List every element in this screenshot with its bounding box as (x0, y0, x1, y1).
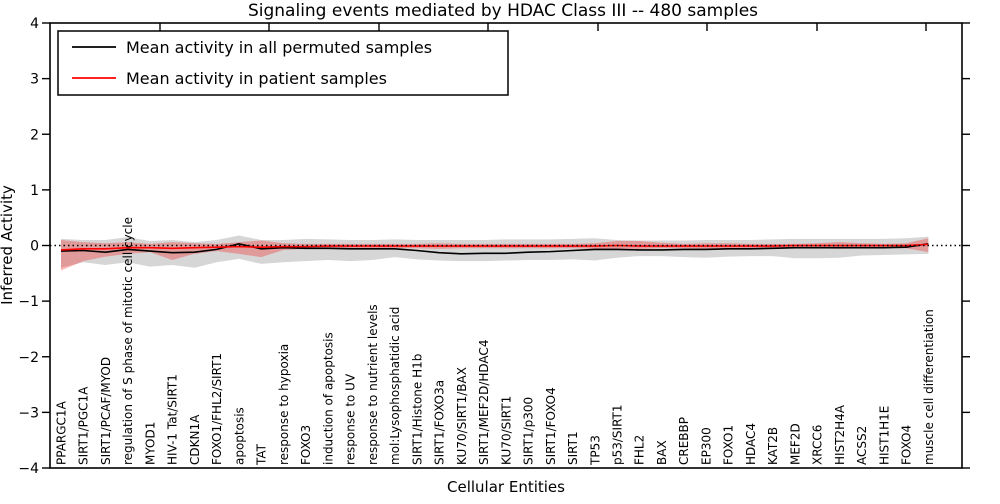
y-tick-label: 0 (30, 239, 39, 255)
x-entity-label: FOXO1 (722, 425, 736, 465)
x-entity-label: regulation of S phase of mitotic cell cy… (121, 217, 135, 465)
y-tick-label: −3 (18, 405, 39, 421)
x-entity-label: SIRT1/p300 (522, 397, 536, 465)
legend-box (57, 30, 509, 96)
x-entity-label: EP300 (699, 427, 713, 465)
x-entity-label: KU70/SIRT1/BAX (455, 367, 469, 465)
x-entity-label: CDKN1A (188, 414, 202, 465)
x-entity-label: response to UV (344, 373, 358, 465)
y-tick-label: 4 (30, 16, 39, 32)
y-tick-label: 1 (30, 183, 39, 199)
x-entity-label: PPARGC1A (55, 400, 69, 465)
x-entity-label: SIRT1 (566, 431, 580, 465)
x-entity-label: response to nutrient levels (366, 304, 380, 465)
x-entity-label: mol:Lysophosphatidic acid (388, 307, 402, 465)
x-entity-label: FOXO1/FHL2/SIRT1 (210, 353, 224, 465)
x-entity-label: response to hypoxia (277, 344, 291, 465)
x-entity-label: SIRT1/PGC1A (77, 386, 91, 465)
x-entity-label: muscle cell differentiation (922, 309, 936, 465)
x-entity-label: induction of apoptosis (321, 332, 335, 465)
x-entity-label: HIST2H4A (833, 404, 847, 465)
legend-patient-label: Mean activity in patient samples (126, 69, 387, 88)
legend: Mean activity in all permuted samples Me… (57, 30, 509, 96)
x-entity-label: SIRT1/MEF2D/HDAC4 (477, 340, 491, 465)
y-tick-label: −4 (18, 461, 39, 477)
x-entity-label: SIRT1/Histone H1b (410, 354, 424, 465)
x-entity-label: SIRT1/FOXO4 (544, 387, 558, 465)
legend-permuted-label: Mean activity in all permuted samples (126, 38, 432, 57)
x-entity-label: p53/SIRT1 (611, 404, 625, 465)
x-entity-label: KU70/SIRT1 (499, 396, 513, 465)
y-tick-label: −2 (18, 350, 39, 366)
x-entity-label: TAT (255, 443, 269, 466)
x-entity-label: MEF2D (788, 423, 802, 465)
y-tick-label: 3 (30, 72, 39, 88)
x-entity-label: FOXO3 (299, 425, 313, 465)
plot-border (49, 22, 963, 469)
x-entity-label: HIST1H1E (877, 406, 891, 465)
x-axis-label: Cellular Entities (447, 478, 565, 496)
x-entity-label: SIRT1/FOXO3a (433, 380, 447, 465)
x-entity-label: KAT2B (766, 427, 780, 465)
mean-activity-in-all-permuted-samples-line (60, 243, 929, 255)
y-tick-label: 2 (30, 127, 39, 143)
x-entity-label: XRCC6 (811, 425, 825, 465)
x-entity-label: HIV-1 Tat/SIRT1 (166, 374, 180, 465)
x-entity-label: HDAC4 (744, 423, 758, 465)
x-entity-label: SIRT1/PCAF/MYOD (99, 357, 113, 465)
x-entity-label: FOXO4 (900, 425, 914, 465)
x-entity-label: ACSS2 (855, 426, 869, 465)
chart-title: Signaling events mediated by HDAC Class … (248, 1, 758, 21)
x-entity-label: TP53 (588, 435, 602, 466)
x-entity-label: FHL2 (633, 435, 647, 465)
y-tick-label: −1 (18, 294, 39, 310)
mean-activity-in-all-permuted-samples-band (61, 235, 929, 268)
x-entity-label: CREBBP (677, 417, 691, 465)
x-entity-label: apoptosis (232, 407, 246, 465)
x-entity-label: BAX (655, 440, 669, 465)
x-entity-label: MYOD1 (143, 422, 157, 465)
y-axis-label: Inferred Activity (0, 185, 16, 305)
